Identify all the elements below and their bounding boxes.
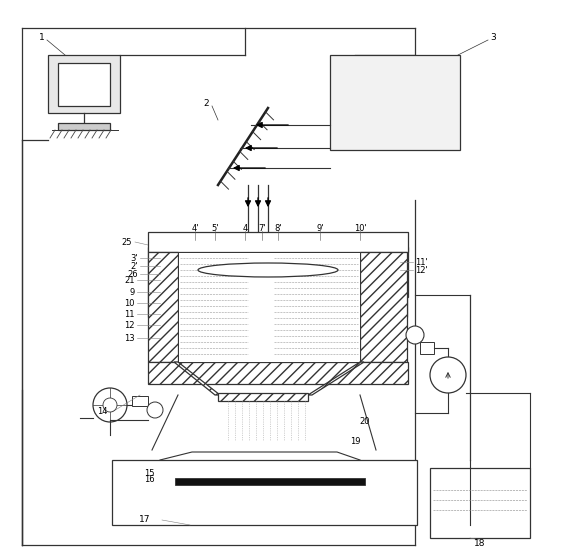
Text: 17: 17 [139, 516, 151, 525]
Bar [178, 252, 360, 362]
Text: 8': 8' [274, 223, 282, 232]
Text: 3: 3 [490, 32, 496, 41]
Bar [360, 252, 407, 362]
Bar [148, 297, 183, 317]
Text: 13: 13 [125, 334, 135, 343]
Bar [48, 55, 120, 113]
Circle shape [147, 402, 163, 418]
Text: 11: 11 [125, 310, 135, 319]
Text: 9': 9' [316, 223, 324, 232]
Bar [175, 478, 365, 485]
Bar [148, 252, 178, 362]
Bar [360, 247, 408, 297]
Bar [218, 393, 308, 401]
Circle shape [103, 398, 117, 412]
Bar [420, 342, 434, 354]
Ellipse shape [198, 263, 338, 277]
Bar [148, 247, 178, 297]
Circle shape [93, 388, 127, 422]
Text: 9: 9 [130, 287, 135, 296]
Text: 18: 18 [474, 539, 486, 548]
Bar [148, 232, 408, 252]
Text: 21: 21 [125, 276, 135, 284]
Circle shape [430, 357, 466, 393]
Text: 3': 3' [130, 254, 138, 263]
Bar [148, 362, 408, 384]
Bar [342, 255, 360, 277]
Text: 10': 10' [353, 223, 366, 232]
Bar [430, 468, 530, 538]
Text: 19: 19 [350, 437, 360, 446]
Text: 10: 10 [125, 298, 135, 307]
Polygon shape [308, 362, 364, 395]
Text: 25: 25 [122, 237, 132, 246]
Text: 4': 4' [191, 223, 199, 232]
Bar [58, 63, 110, 106]
Text: 14: 14 [98, 408, 108, 417]
Text: 12': 12' [415, 265, 427, 274]
Text: 15: 15 [145, 469, 155, 478]
Bar [148, 232, 408, 247]
Bar [355, 297, 407, 317]
Text: 12: 12 [125, 320, 135, 329]
Text: 2: 2 [203, 99, 209, 108]
Bar [178, 255, 196, 277]
Text: 20: 20 [360, 418, 370, 427]
Text: 5': 5' [211, 223, 219, 232]
Bar [58, 123, 110, 130]
Text: 2': 2' [131, 262, 138, 270]
Bar [112, 460, 417, 525]
Bar [330, 55, 460, 150]
Text: 7': 7' [258, 223, 266, 232]
Circle shape [406, 326, 424, 344]
Bar [196, 263, 206, 269]
Text: 11': 11' [415, 258, 427, 267]
Text: 16: 16 [144, 475, 155, 484]
Text: 1: 1 [39, 32, 45, 41]
Bar [332, 263, 342, 269]
Bar [132, 396, 148, 406]
Polygon shape [174, 362, 220, 395]
Text: 4: 4 [242, 223, 247, 232]
Bar [254, 353, 270, 361]
Text: 26: 26 [127, 269, 138, 278]
